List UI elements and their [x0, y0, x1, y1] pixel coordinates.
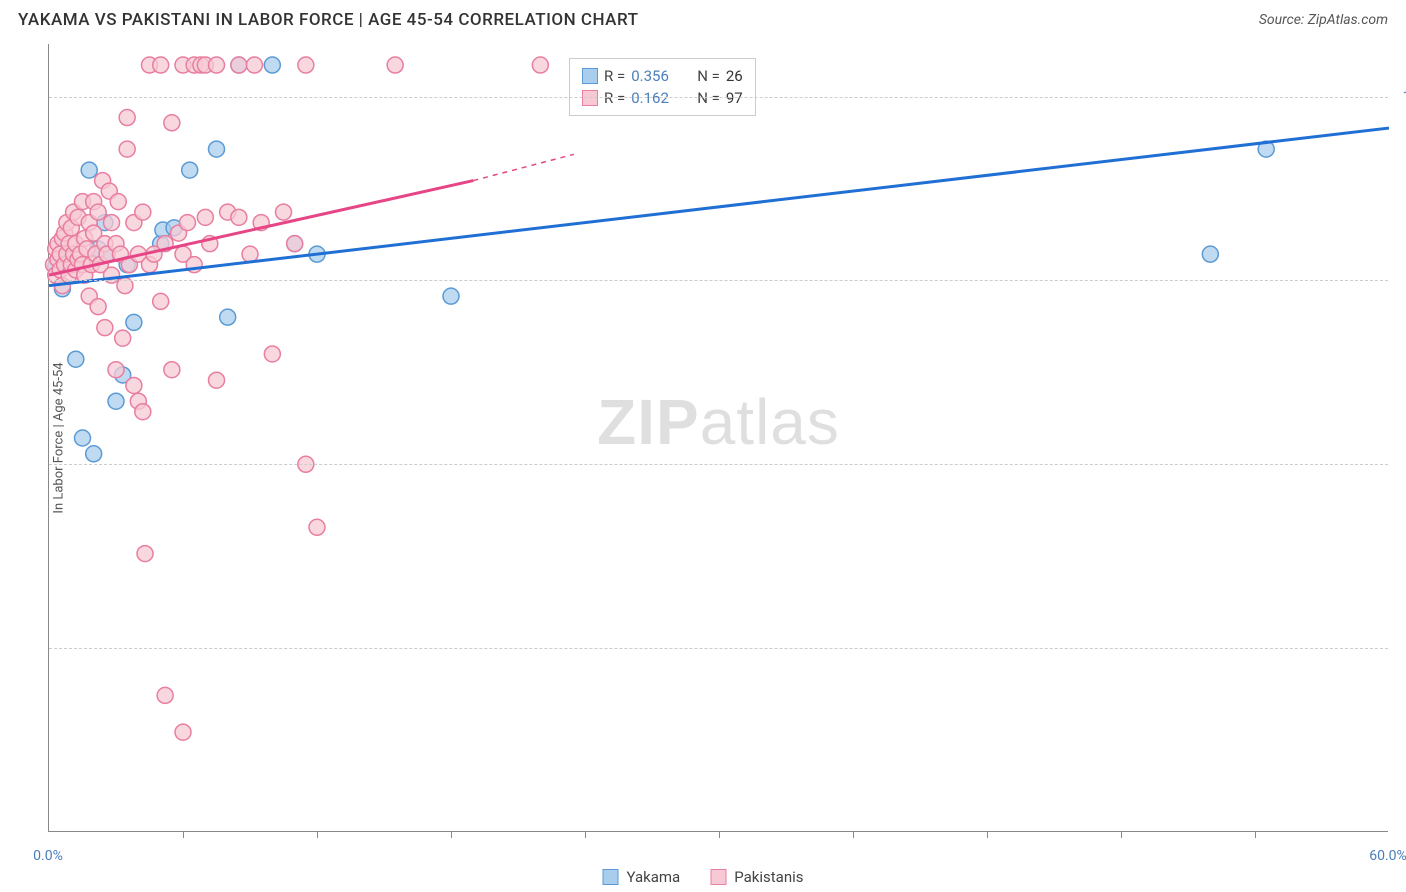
data-point — [108, 393, 124, 409]
data-point — [175, 724, 191, 740]
x-axis-max-label: 60.0% — [1369, 848, 1406, 864]
data-point — [104, 215, 120, 231]
chart-plot-area: In Labor Force | Age 45-54 ZIPatlas R =0… — [48, 44, 1388, 832]
data-point — [164, 115, 180, 131]
x-tick — [1121, 831, 1122, 838]
x-tick — [585, 831, 586, 838]
source-label: Source: ZipAtlas.com — [1259, 12, 1388, 28]
data-point — [75, 430, 91, 446]
data-point — [135, 404, 151, 420]
data-point — [182, 162, 198, 178]
legend-label-yakama: Yakama — [627, 868, 681, 886]
data-point — [164, 362, 180, 378]
data-point — [220, 309, 236, 325]
data-point — [81, 162, 97, 178]
x-axis-min-label: 0.0% — [33, 848, 63, 864]
data-point — [209, 372, 225, 388]
legend-row: R = 0.356 N = 26 — [582, 65, 743, 87]
data-point — [209, 57, 225, 73]
y-tick-label: 65.0% — [1393, 456, 1406, 472]
data-point — [298, 57, 314, 73]
bottom-legend: Yakama Pakistanis — [603, 868, 804, 886]
data-point — [126, 377, 142, 393]
data-point — [264, 57, 280, 73]
data-point — [276, 204, 292, 220]
chart-title: YAKAMA VS PAKISTANI IN LABOR FORCE | AGE… — [18, 10, 638, 30]
data-point — [287, 236, 303, 252]
data-point — [246, 57, 262, 73]
data-point — [443, 288, 459, 304]
data-point — [137, 546, 153, 562]
legend-n-label: N = — [697, 67, 720, 85]
data-point — [157, 687, 173, 703]
gridline-h — [49, 464, 1388, 465]
x-tick — [317, 831, 318, 838]
y-tick-label: 100.0% — [1393, 89, 1406, 105]
data-point — [242, 246, 258, 262]
data-point — [231, 57, 247, 73]
legend-n-label: N = — [697, 89, 720, 107]
x-tick — [1255, 831, 1256, 838]
legend-swatch — [582, 68, 598, 84]
gridline-h — [49, 280, 1388, 281]
data-point — [86, 446, 102, 462]
data-point — [197, 209, 213, 225]
data-point — [68, 351, 84, 367]
data-point — [153, 57, 169, 73]
y-tick-label: 47.5% — [1393, 640, 1406, 656]
data-point — [97, 320, 113, 336]
legend-r-value: 0.356 — [631, 67, 681, 85]
data-point — [309, 519, 325, 535]
gridline-h — [49, 97, 1388, 98]
data-point — [115, 330, 131, 346]
x-tick — [987, 831, 988, 838]
x-tick — [719, 831, 720, 838]
legend-r-label: R = — [604, 89, 625, 107]
data-point — [90, 299, 106, 315]
correlation-legend-box: R = 0.356 N = 26 R = 0.162 N = 97 — [569, 58, 756, 116]
x-tick — [451, 831, 452, 838]
data-point — [108, 362, 124, 378]
data-point — [532, 57, 548, 73]
scatter-plot-svg — [49, 44, 1388, 831]
legend-n-value: 97 — [726, 89, 743, 107]
data-point — [126, 314, 142, 330]
legend-n-value: 26 — [726, 67, 743, 85]
data-point — [153, 293, 169, 309]
legend-item-pakistanis: Pakistanis — [710, 868, 803, 886]
legend-r-label: R = — [604, 67, 625, 85]
data-point — [135, 204, 151, 220]
gridline-h — [49, 648, 1388, 649]
legend-swatch-yakama — [603, 869, 619, 885]
data-point — [119, 141, 135, 157]
title-bar: YAKAMA VS PAKISTANI IN LABOR FORCE | AGE… — [0, 0, 1406, 36]
x-tick — [183, 831, 184, 838]
legend-swatch-pakistanis — [710, 869, 726, 885]
legend-swatch — [582, 90, 598, 106]
legend-label-pakistanis: Pakistanis — [734, 868, 803, 886]
x-tick — [853, 831, 854, 838]
y-tick-label: 82.5% — [1393, 272, 1406, 288]
data-point — [119, 110, 135, 126]
data-point — [231, 209, 247, 225]
data-point — [209, 141, 225, 157]
data-point — [1202, 246, 1218, 262]
data-point — [387, 57, 403, 73]
data-point — [264, 346, 280, 362]
legend-row: R = 0.162 N = 97 — [582, 87, 743, 109]
legend-item-yakama: Yakama — [603, 868, 681, 886]
data-point — [179, 215, 195, 231]
data-point — [110, 194, 126, 210]
legend-r-value: 0.162 — [631, 89, 681, 107]
data-point — [90, 204, 106, 220]
